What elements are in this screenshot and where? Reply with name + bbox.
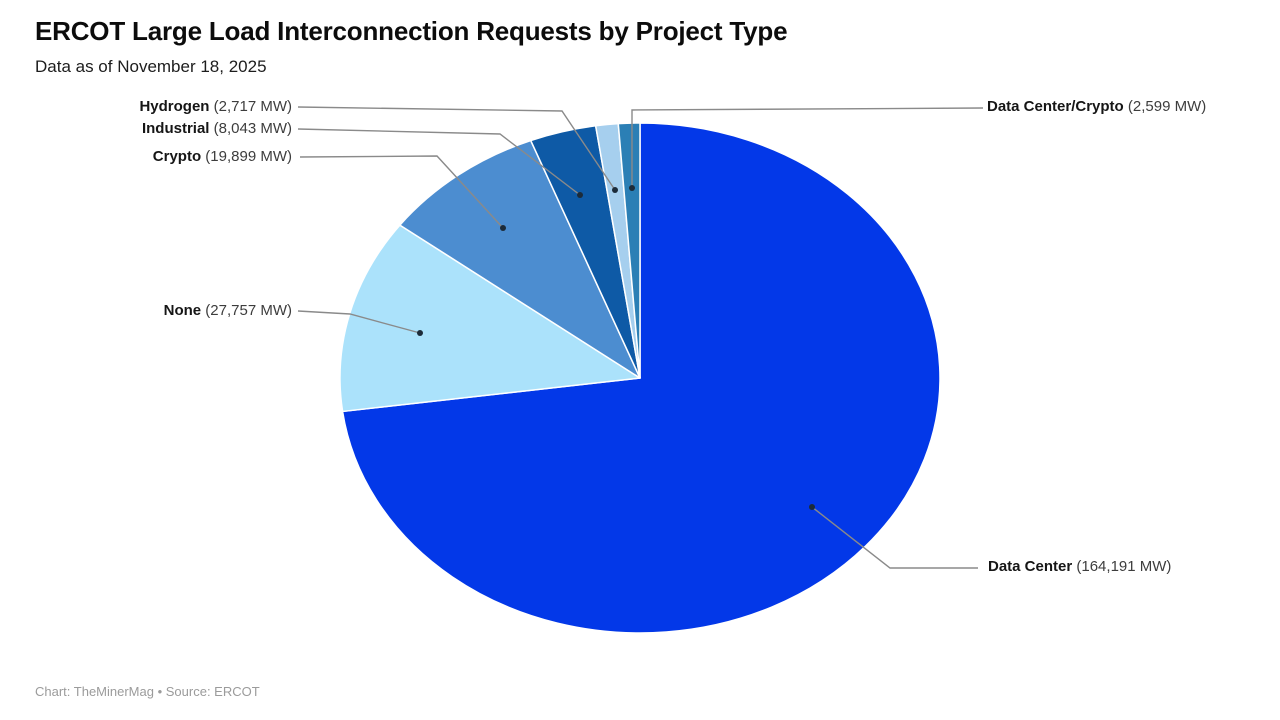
chart-title: ERCOT Large Load Interconnection Request… — [35, 16, 788, 46]
slice-value: (164,191 MW) — [1076, 558, 1172, 575]
slice-label-hydrogen: Hydrogen (2,717 MW) — [139, 97, 292, 117]
slice-label-crypto: Crypto (19,899 MW) — [153, 147, 292, 167]
leader-line — [299, 155, 504, 229]
chart-footer: Chart: TheMinerMag • Source: ERCOT — [35, 684, 260, 699]
leader-line — [297, 310, 421, 334]
slice-label-data-center: Data Center (164,191 MW) — [988, 557, 1171, 577]
slice-value: (27,757 MW) — [205, 302, 292, 319]
slice-name: Data Center — [988, 558, 1073, 575]
slice-name: None — [163, 302, 202, 319]
leader-line — [297, 106, 616, 191]
slice-value: (2,599 MW) — [1127, 98, 1207, 115]
leader-dot — [417, 330, 423, 336]
pie-slice-crypto — [399, 139, 641, 379]
slice-label-industrial: Industrial (8,043 MW) — [142, 119, 292, 139]
slice-label-none: None (27,757 MW) — [164, 301, 292, 321]
leader-dot — [629, 185, 635, 191]
slice-name: Hydrogen — [139, 98, 210, 115]
slice-value: (2,717 MW) — [213, 98, 292, 115]
chart-subtitle: Data as of November 18, 2025 — [35, 57, 267, 76]
slice-name: Crypto — [152, 148, 202, 165]
slice-name: Industrial — [141, 120, 210, 137]
leader-dot — [809, 504, 815, 510]
slice-name: Data Center/Crypto — [987, 98, 1124, 115]
slice-label-data-center-crypto: Data Center/Crypto (2,599 MW) — [987, 97, 1206, 117]
leader-dot — [577, 192, 583, 198]
leader-dot — [612, 187, 618, 193]
slice-value: (8,043 MW) — [213, 120, 292, 137]
leader-dot — [500, 225, 506, 231]
leader-line — [297, 128, 581, 196]
slice-value: (19,899 MW) — [205, 148, 292, 165]
leader-line — [811, 506, 978, 569]
pie-slice-data-center — [341, 122, 941, 634]
leader-line — [631, 107, 984, 188]
